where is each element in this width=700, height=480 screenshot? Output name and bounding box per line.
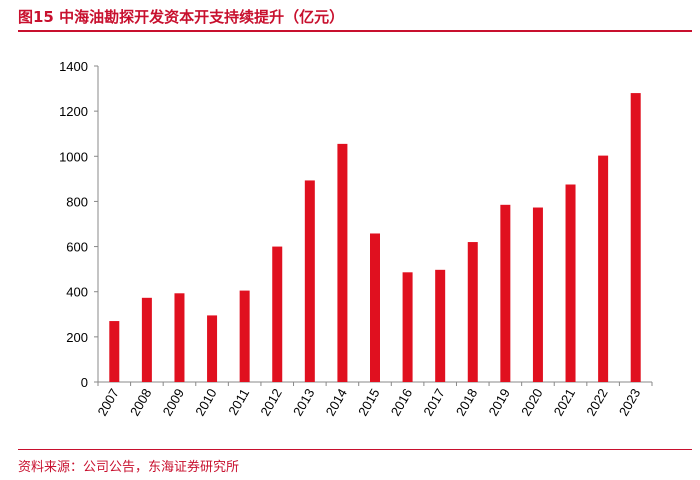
- y-tick-label: 600: [66, 240, 88, 255]
- x-tick-label: 2018: [453, 386, 480, 419]
- y-tick-label: 800: [66, 194, 88, 209]
- y-tick-label: 200: [66, 330, 88, 345]
- x-tick-label: 2019: [485, 386, 512, 419]
- x-tick-label: 2013: [290, 386, 317, 419]
- x-tick-label: 2012: [257, 386, 284, 419]
- bar-2014: [337, 143, 348, 382]
- y-tick-label: 0: [81, 375, 88, 390]
- x-tick-label: 2009: [160, 386, 187, 419]
- bar-2020: [532, 207, 543, 382]
- bar-2007: [109, 321, 120, 382]
- bar-2012: [272, 246, 283, 382]
- bar-2021: [565, 184, 576, 382]
- x-tick-label: 2016: [388, 386, 415, 419]
- y-tick-label: 1000: [59, 149, 88, 164]
- bar-2015: [370, 233, 380, 382]
- bar-2017: [435, 269, 446, 382]
- bar-2009: [174, 293, 185, 382]
- bar-2019: [500, 204, 511, 382]
- x-tick-label: 2023: [616, 386, 643, 419]
- x-tick-label: 2017: [420, 386, 447, 419]
- x-tick-label: 2022: [583, 386, 610, 419]
- x-tick-label: 2010: [192, 386, 219, 419]
- bar-2023: [630, 93, 641, 382]
- bar-2022: [598, 155, 609, 382]
- x-tick-label: 2008: [127, 386, 154, 419]
- x-tick-label: 2014: [323, 386, 350, 419]
- source-divider: [18, 449, 692, 450]
- x-tick-label: 2007: [94, 386, 121, 419]
- x-tick-label: 2011: [225, 386, 252, 418]
- bar-2008: [141, 297, 152, 382]
- source-note: 资料来源：公司公告，东海证券研究所: [18, 460, 240, 475]
- bar-2013: [304, 180, 315, 382]
- bar-2018: [467, 242, 478, 382]
- x-axis: 2007 2008 2009 2010 2011 2012 2013 2014 2015 2016…: [94, 381, 653, 419]
- bars: [109, 93, 641, 382]
- y-tick-label: 400: [66, 285, 88, 300]
- x-tick-label: 2021: [551, 386, 578, 419]
- y-axis: 0 200 400 600 800 1000 1200 1400: [59, 59, 99, 390]
- bar-2011: [239, 290, 250, 382]
- bar-2016: [402, 272, 413, 382]
- y-tick-label: 1400: [59, 59, 88, 74]
- x-tick-label: 2015: [355, 386, 382, 419]
- chart-title: 图15 中海油勘探开发资本开支持续提升（亿元）: [18, 8, 345, 26]
- bar-2010: [207, 315, 218, 382]
- x-tick-label: 2020: [518, 386, 545, 419]
- y-tick-label: 1200: [59, 104, 88, 119]
- title-divider: [18, 30, 692, 32]
